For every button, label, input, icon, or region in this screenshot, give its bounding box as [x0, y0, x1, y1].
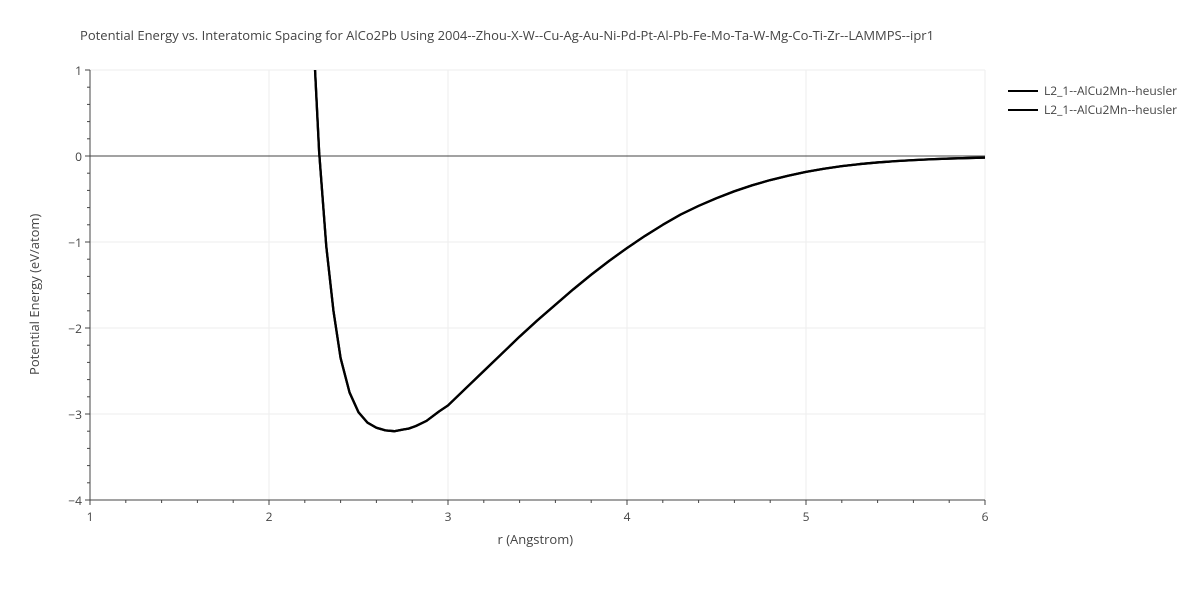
y-tick-label: −4 — [42, 492, 82, 509]
legend: L2_1--AlCu2Mn--heusler L2_1--AlCu2Mn--heu… — [1008, 82, 1177, 120]
legend-label: L2_1--AlCu2Mn--heusler — [1044, 82, 1177, 99]
x-tick-label: 5 — [791, 508, 821, 525]
x-tick-label: 2 — [254, 508, 284, 525]
x-tick-label: 6 — [970, 508, 1000, 525]
x-tick-label: 3 — [433, 508, 463, 525]
plot-area — [90, 70, 985, 500]
y-tick-label: −2 — [42, 320, 82, 337]
legend-swatch — [1008, 109, 1038, 111]
y-tick-label: −3 — [42, 406, 82, 423]
y-tick-label: −1 — [42, 234, 82, 251]
x-tick-label: 4 — [612, 508, 642, 525]
x-axis-label: r (Angstrom) — [498, 530, 574, 548]
plot-svg — [90, 70, 985, 500]
series-line[interactable] — [308, 0, 985, 431]
y-axis-label: Potential Energy (eV/atom) — [25, 214, 43, 375]
y-tick-label: 1 — [42, 62, 82, 79]
x-tick-label: 1 — [75, 508, 105, 525]
legend-item[interactable]: L2_1--AlCu2Mn--heusler — [1008, 82, 1177, 99]
y-tick-label: 0 — [42, 148, 82, 165]
legend-swatch — [1008, 90, 1038, 92]
legend-item[interactable]: L2_1--AlCu2Mn--heusler — [1008, 101, 1177, 118]
series-line[interactable] — [308, 0, 985, 431]
chart-title: Potential Energy vs. Interatomic Spacing… — [80, 26, 934, 44]
legend-label: L2_1--AlCu2Mn--heusler — [1044, 101, 1177, 118]
